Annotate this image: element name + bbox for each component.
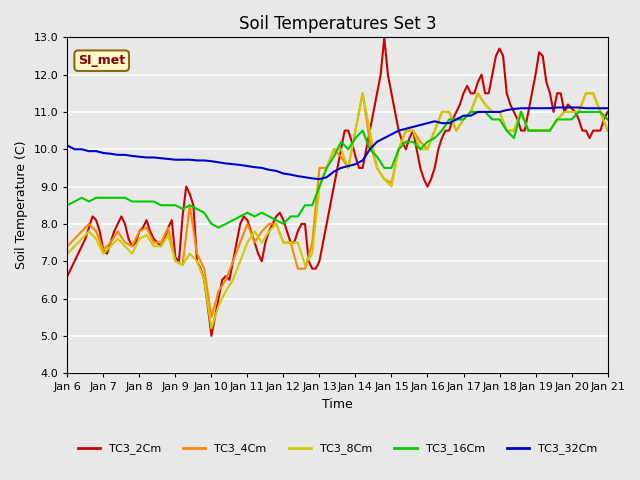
Text: SI_met: SI_met — [78, 54, 125, 67]
X-axis label: Time: Time — [322, 398, 353, 411]
Y-axis label: Soil Temperature (C): Soil Temperature (C) — [15, 141, 28, 269]
Legend: TC3_2Cm, TC3_4Cm, TC3_8Cm, TC3_16Cm, TC3_32Cm: TC3_2Cm, TC3_4Cm, TC3_8Cm, TC3_16Cm, TC3… — [73, 439, 602, 459]
Title: Soil Temperatures Set 3: Soil Temperatures Set 3 — [239, 15, 436, 33]
